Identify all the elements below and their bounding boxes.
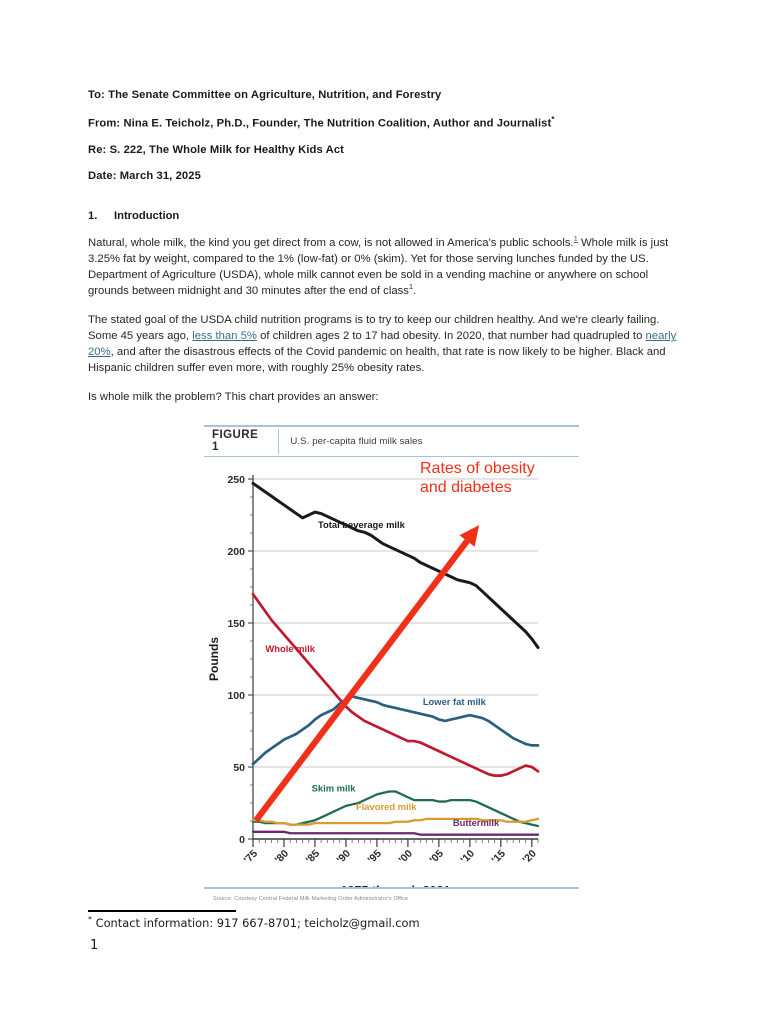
obesity-annotation-line-2: and diabetes bbox=[420, 479, 512, 496]
section-number: 1. bbox=[88, 210, 98, 223]
series-line-buttermilk bbox=[251, 830, 540, 837]
link-nearly-20-percent[interactable]: nearly 20% bbox=[88, 330, 677, 359]
paragraph-two-part-c: , and after the disastrous effects of th… bbox=[88, 346, 666, 375]
figure-1: FIGURE 1 U.S. per-capita fluid milk sale… bbox=[204, 425, 579, 902]
footnote-separator-rule bbox=[88, 910, 236, 912]
section-title: Introduction bbox=[114, 210, 180, 223]
figure-subtitle: U.S. per-capita fluid milk sales bbox=[290, 435, 423, 447]
x-axis-tick-label: '05 bbox=[427, 848, 446, 867]
figure-header: FIGURE 1 U.S. per-capita fluid milk sale… bbox=[204, 427, 579, 456]
y-axis-tick-label: 200 bbox=[227, 546, 245, 558]
link-less-than-5-percent[interactable]: less than 5% bbox=[192, 330, 257, 343]
y-axis-tick-label: 100 bbox=[227, 690, 245, 702]
figure-header-bottom-rule bbox=[204, 455, 579, 458]
paragraph-one-part-a: Natural, whole milk, the kind you get di… bbox=[88, 237, 574, 250]
memo-date-line: Date: March 31, 2025 bbox=[88, 170, 201, 183]
x-axis-tick-label: '10 bbox=[458, 848, 477, 867]
memo-from-line: From: Nina E. Teicholz, Ph.D., Founder, … bbox=[88, 115, 680, 131]
footnote-ref-1a-link[interactable]: 1 bbox=[573, 234, 578, 244]
paragraph-one-part-b: Whole milk is just 3.25% fat by weight, … bbox=[88, 237, 669, 298]
x-axis-tick-label: '00 bbox=[397, 848, 416, 867]
series-line-flavored-milk bbox=[251, 817, 540, 826]
obesity-arrow-head bbox=[459, 525, 480, 547]
y-axis-tick-label: 50 bbox=[233, 762, 245, 774]
footnote-ref-1b-marker: 1 bbox=[408, 282, 414, 292]
y-axis-tick-label: 150 bbox=[227, 618, 245, 630]
x-axis-tick-label: '95 bbox=[366, 848, 385, 867]
footnote-ref-1b: 1 bbox=[409, 283, 413, 292]
y-axis-tick-label: 250 bbox=[227, 474, 245, 486]
footnote-contact-info: * Contact information: 917 667-8701; tei… bbox=[88, 915, 420, 930]
x-axis-tick-label: '90 bbox=[335, 848, 354, 867]
paragraph-three: Is whole milk the problem? This chart pr… bbox=[88, 391, 379, 404]
series-line-total-beverage-milk bbox=[251, 482, 540, 650]
memo-re-line: Re: S. 222, The Whole Milk for Healthy K… bbox=[88, 143, 344, 156]
memo-to-line: To: The Senate Committee on Agriculture,… bbox=[88, 89, 442, 101]
paragraph-two-part-b: of children ages 2 to 17 had obesity. In… bbox=[256, 330, 646, 343]
y-axis-title: Pounds bbox=[207, 637, 221, 681]
milk-sales-line-chart: 0 50 100 150 200 250 '75 '80 '85 '90 '95 '00 '05 '10 '… bbox=[207, 460, 540, 887]
series-label-whole-milk: Whole milk bbox=[265, 643, 315, 654]
paragraph-one: Natural, whole milk, the kind you get di… bbox=[88, 235, 680, 299]
paragraph-two: The stated goal of the USDA child nutrit… bbox=[88, 312, 680, 376]
figure-bottom-rule bbox=[204, 887, 579, 889]
paragraph-two-part-a: The stated goal of the USDA child nutrit… bbox=[88, 314, 660, 343]
series-label-total-beverage-milk: Total beverage milk bbox=[318, 519, 406, 530]
obesity-annotation-line-1: Rates of obesity bbox=[420, 460, 535, 477]
memo-from-footnote-marker: * bbox=[551, 114, 555, 124]
figure-label: FIGURE 1 bbox=[212, 429, 259, 454]
footnote-ref-1a[interactable]: 1 bbox=[574, 234, 578, 243]
series-line-lower-fat-milk bbox=[251, 695, 540, 766]
footnote-marker: * bbox=[88, 915, 92, 924]
series-label-flavored-milk: Flavored milk bbox=[356, 801, 417, 812]
series-label-lower-fat-milk: Lower fat milk bbox=[423, 696, 487, 707]
y-axis-tick-label: 0 bbox=[239, 834, 245, 846]
series-label-buttermilk: Buttermilk bbox=[453, 817, 500, 828]
x-axis-tick-label: '85 bbox=[304, 848, 323, 867]
figure-source-note: Source: Courtesy Central Federal Milk Ma… bbox=[213, 895, 409, 902]
x-axis-tick-label: '75 bbox=[242, 848, 261, 867]
x-axis-tick-label: '20 bbox=[520, 848, 539, 867]
paragraph-one-part-c: . bbox=[413, 285, 417, 298]
document-content: To: The Senate Committee on Agriculture,… bbox=[88, 88, 680, 419]
figure-top-rule bbox=[204, 425, 579, 427]
series-label-skim-milk: Skim milk bbox=[312, 783, 357, 794]
figure-plot-area: 0 50 100 150 200 250 '75 '80 '85 '90 '95 '00 '05 '10 '… bbox=[204, 457, 579, 887]
footnote-text: Contact information: 917 667-8701; teich… bbox=[92, 915, 420, 930]
page-number: 1 bbox=[90, 938, 99, 953]
x-axis-tick-label: '80 bbox=[273, 848, 292, 867]
series-line-whole-milk bbox=[251, 593, 540, 778]
obesity-arrow-shaft bbox=[253, 539, 470, 823]
x-axis-tick-label: '15 bbox=[489, 848, 508, 867]
section-heading-introduction: 1. Introduction bbox=[88, 210, 680, 222]
figure-header-divider bbox=[278, 428, 280, 454]
memo-from-text: From: Nina E. Teicholz, Ph.D., Founder, … bbox=[88, 117, 552, 130]
